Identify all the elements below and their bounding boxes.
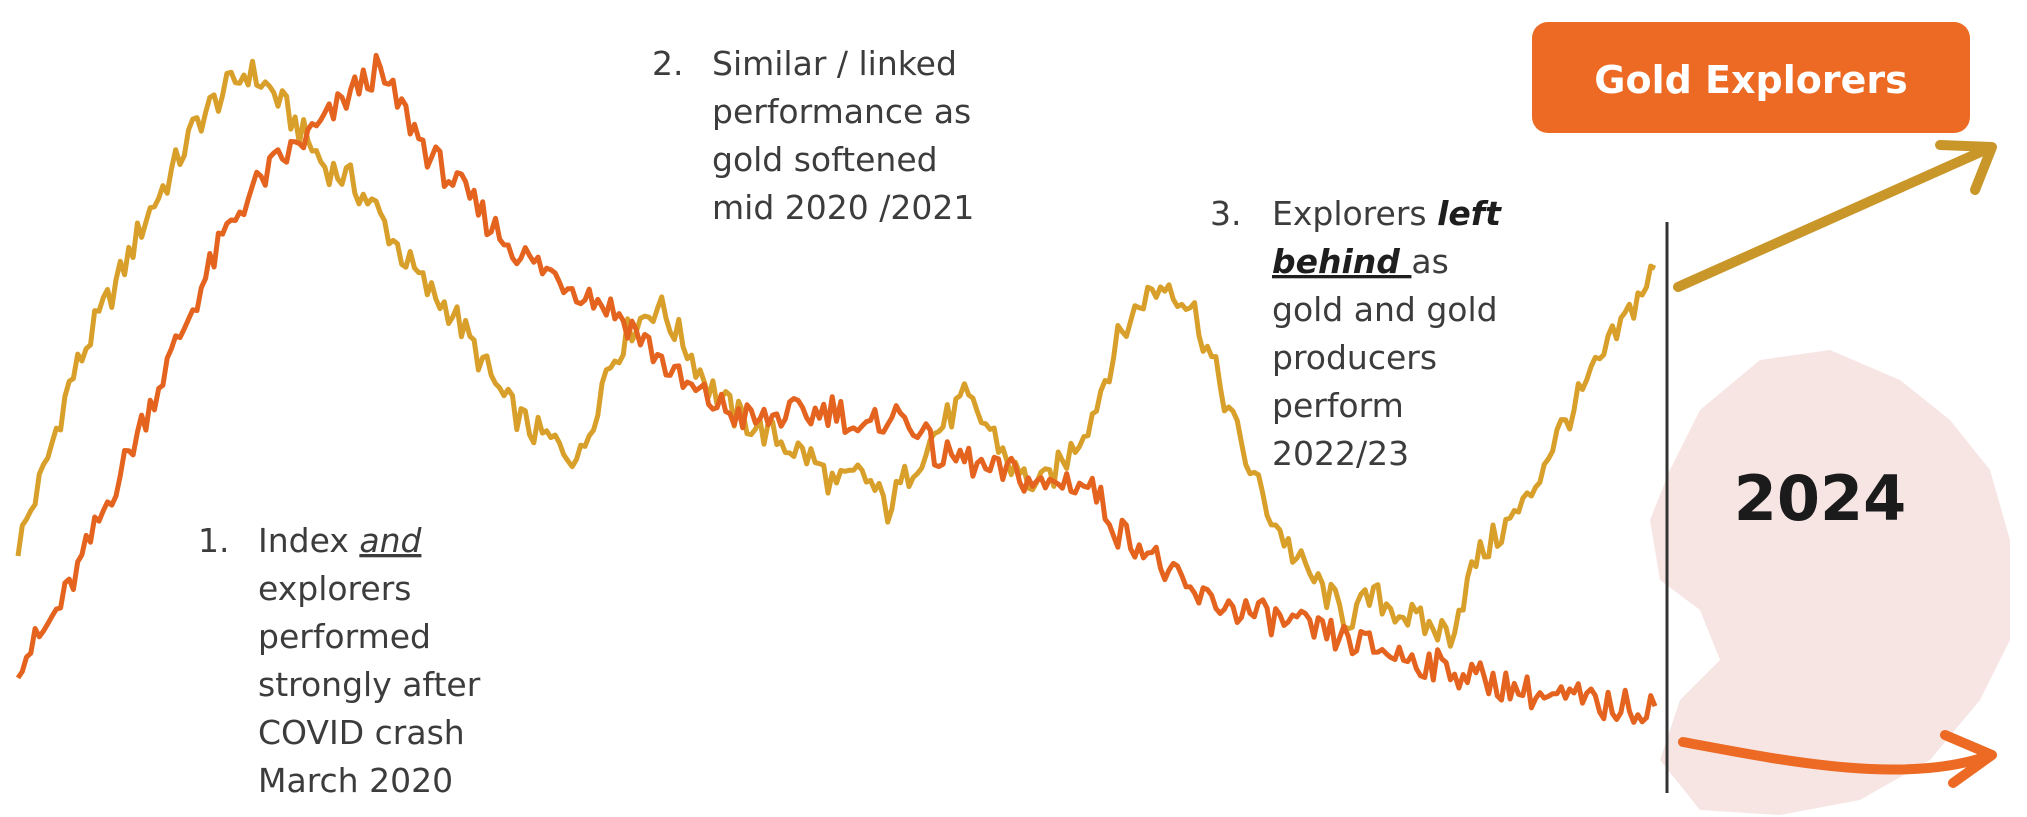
annotation-1-line-6: March 2020 <box>258 761 453 800</box>
annotation-3-line-5: perform <box>1272 386 1404 425</box>
annotation-1-line-1: Index and <box>258 521 422 560</box>
explorers-series-line <box>15 52 1658 725</box>
badge-label: Gold Explorers <box>1594 58 1907 102</box>
annotation-1: 1. Index and explorers performed strongl… <box>198 521 481 800</box>
series-lines <box>15 52 1658 725</box>
annotation-1-line-3: performed <box>258 617 431 656</box>
lion-watermark <box>1650 350 2010 815</box>
annotation-3-line-6: 2022/23 <box>1272 434 1409 473</box>
annotation-2: 2. Similar / linked performance as gold … <box>652 44 974 227</box>
annotation-1-line-2: explorers <box>258 569 411 608</box>
annotation-2-number: 2. <box>652 44 684 83</box>
annotation-1-line-5: COVID crash <box>258 713 465 752</box>
annotation-2-line-2: performance as <box>712 92 971 131</box>
annotation-2-line-3: gold softened <box>712 140 938 179</box>
gold-explorers-badge: Gold Explorers <box>1532 22 1970 133</box>
annotation-2-line-4: mid 2020 /2021 <box>712 188 974 227</box>
annotation-3-line-1: Explorers left <box>1272 194 1502 233</box>
annotation-3-line-4: producers <box>1272 338 1437 377</box>
annotation-3: 3. Explorers left behind as gold and gol… <box>1210 194 1502 473</box>
annotation-3-number: 3. <box>1210 194 1242 233</box>
explorers-flat-arrow-icon <box>1678 730 1997 788</box>
annotation-1-line-4: strongly after <box>258 665 481 704</box>
gold-series-line <box>15 58 1657 649</box>
annotation-3-line-3: gold and gold <box>1272 290 1498 329</box>
annotation-2-line-1: Similar / linked <box>712 44 957 83</box>
year-2024-label: 2024 <box>1734 462 1907 535</box>
gold-up-arrow-icon <box>1673 140 1997 292</box>
annotation-1-number: 1. <box>198 521 230 560</box>
annotation-3-line-2: behind as <box>1272 242 1449 281</box>
